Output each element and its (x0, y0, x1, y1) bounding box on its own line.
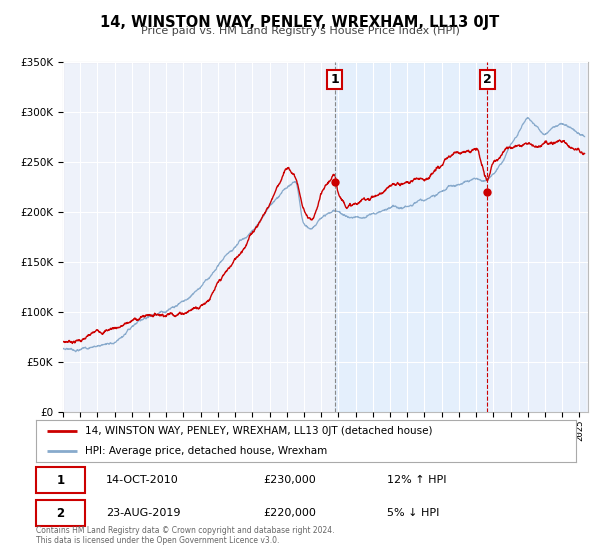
Text: Contains HM Land Registry data © Crown copyright and database right 2024.: Contains HM Land Registry data © Crown c… (36, 526, 335, 535)
Text: 12% ↑ HPI: 12% ↑ HPI (387, 475, 446, 486)
FancyBboxPatch shape (36, 500, 85, 526)
Text: HPI: Average price, detached house, Wrexham: HPI: Average price, detached house, Wrex… (85, 446, 327, 456)
Text: 14-OCT-2010: 14-OCT-2010 (106, 475, 179, 486)
Text: 14, WINSTON WAY, PENLEY, WREXHAM, LL13 0JT (detached house): 14, WINSTON WAY, PENLEY, WREXHAM, LL13 0… (85, 426, 432, 436)
Text: 14, WINSTON WAY, PENLEY, WREXHAM, LL13 0JT: 14, WINSTON WAY, PENLEY, WREXHAM, LL13 0… (100, 15, 500, 30)
Text: £230,000: £230,000 (263, 475, 316, 486)
Text: £220,000: £220,000 (263, 508, 316, 518)
Text: 5% ↓ HPI: 5% ↓ HPI (387, 508, 439, 518)
Text: 1: 1 (56, 474, 64, 487)
Text: 2: 2 (483, 73, 491, 86)
Text: 1: 1 (331, 73, 339, 86)
Text: 23-AUG-2019: 23-AUG-2019 (106, 508, 181, 518)
FancyBboxPatch shape (36, 468, 85, 493)
Text: Price paid vs. HM Land Registry's House Price Index (HPI): Price paid vs. HM Land Registry's House … (140, 26, 460, 36)
Text: This data is licensed under the Open Government Licence v3.0.: This data is licensed under the Open Gov… (36, 536, 280, 545)
Text: 2: 2 (56, 507, 64, 520)
